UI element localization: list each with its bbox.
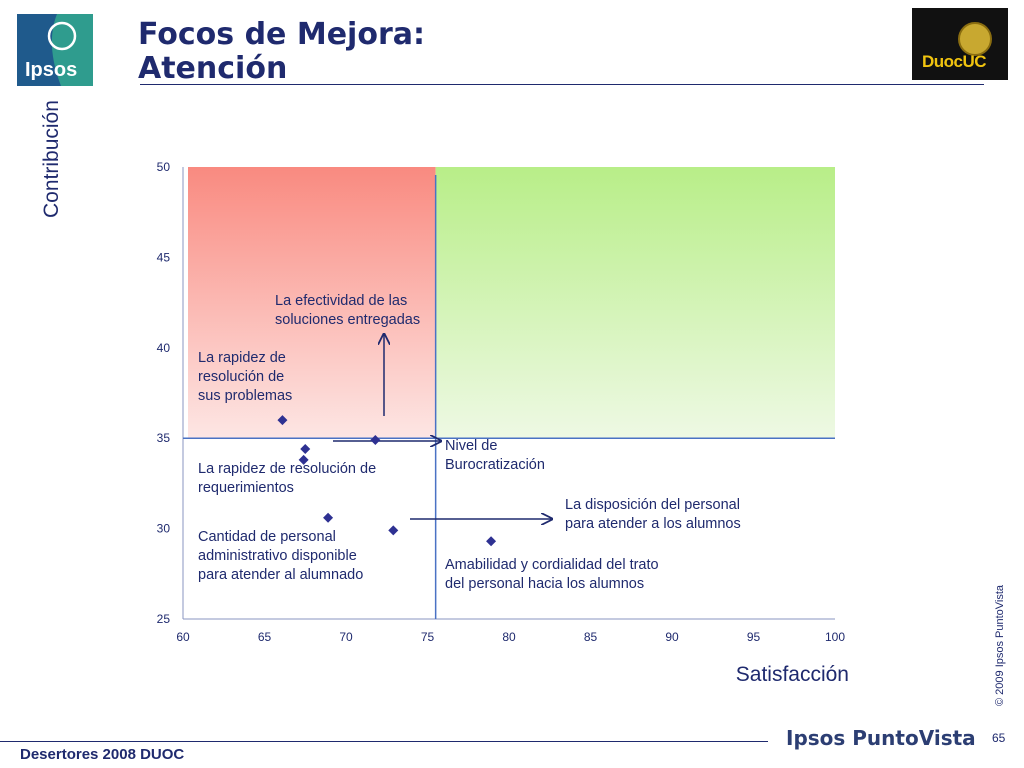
page-number: 65 [992,731,1006,745]
annotation-line: La rapidez de resolución de [198,461,376,477]
footer-divider [0,741,768,742]
y-axis-label: Contribución [40,100,63,218]
annotation-line: para atender a los alumnos [565,516,741,532]
annotation-line: soluciones entregadas [275,312,420,328]
duoc-logo-text: DuocUC [922,52,987,71]
annotation-line: Nivel de [445,438,497,454]
page-title-line2: Atención [138,51,288,86]
data-point [277,415,288,426]
x-tick-label: 80 [502,630,516,644]
annotation-rapidez-problemas: La rapidez de resolución de sus problemas [198,350,292,404]
annotation-line: Burocratización [445,457,545,473]
annotation-efectividad: La efectividad de las soluciones entregad… [275,293,420,328]
x-axis-label: Satisfacción [736,663,849,686]
y-tick-label: 40 [157,341,171,355]
data-point [388,525,399,536]
y-tick-label: 25 [157,612,171,626]
annotation-line: para atender al alumnado [198,567,363,583]
annotation-disposicion: La disposición del personal para atender … [565,497,741,532]
page-title-line1: Focos de Mejora: [138,17,425,52]
y-tick-label: 30 [157,522,171,536]
duoc-logo: DuocUC [912,8,1008,80]
annotation-line: administrativo disponible [198,548,357,564]
x-tick-label: 90 [665,630,679,644]
brand-logo: Ipsos PuntoVista [786,726,976,750]
data-point [298,454,309,465]
x-tick-label: 85 [584,630,598,644]
right-quadrant [435,167,835,439]
annotation-line: La efectividad de las [275,293,407,309]
title-divider [140,84,984,85]
ipsos-logo-text: Ipsos [25,59,77,81]
data-point [486,536,497,547]
annotation-rapidez-requerimientos: La rapidez de resolución de requerimiento… [198,461,376,496]
annotation-line: del personal hacia los alumnos [445,576,644,592]
x-tick-label: 75 [421,630,435,644]
annotation-line: Amabilidad y cordialidad del trato [445,557,659,573]
x-tick-label: 100 [825,630,845,644]
copyright-text: © 2009 Ipsos PuntoVista [994,584,1006,706]
annotation-line: resolución de [198,369,284,385]
y-tick-label: 45 [157,250,171,264]
annotation-line: La disposición del personal [565,497,740,513]
annotation-line: requerimientos [198,480,294,496]
data-point [370,435,381,446]
x-tick-label: 65 [258,630,272,644]
data-point [300,444,311,455]
annotation-cantidad-personal: Cantidad de personal administrativo dispo… [198,529,363,583]
annotation-line: sus problemas [198,388,292,404]
x-tick-label: 60 [176,630,190,644]
annotation-burocratizacion: Nivel de Burocratización [445,438,545,473]
annotation-amabilidad: Amabilidad y cordialidad del trato del pe… [445,557,659,592]
annotation-line: Cantidad de personal [198,529,336,545]
x-tick-label: 95 [747,630,761,644]
duoc-seal-icon [958,22,992,56]
data-point [323,512,334,523]
y-tick-label: 35 [157,431,171,445]
ipsos-logo: Ipsos [17,14,93,86]
footer-label: Desertores 2008 DUOC [20,746,185,763]
x-tick-label: 70 [339,630,353,644]
left-quadrant [188,167,436,439]
y-tick-label: 50 [157,160,171,174]
annotation-line: La rapidez de [198,350,286,366]
page-title: Focos de Mejora: Atención [138,18,425,86]
